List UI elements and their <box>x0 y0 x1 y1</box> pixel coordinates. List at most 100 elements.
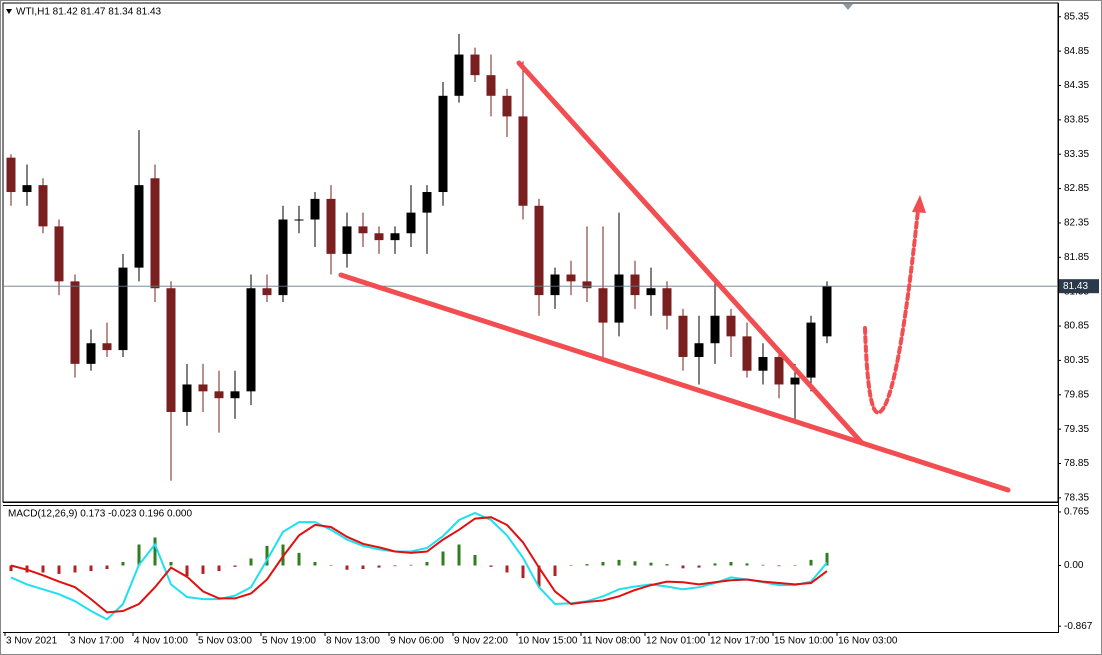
x-tick-label: 10 Nov 15:00 <box>518 636 578 647</box>
arrow-head <box>912 195 926 213</box>
histogram-bar <box>377 565 381 568</box>
candle-body <box>742 336 752 371</box>
candle-body <box>646 288 656 296</box>
x-tick-label: 9 Nov 22:00 <box>454 636 508 647</box>
histogram-bar <box>601 562 605 566</box>
candle-body <box>246 288 256 392</box>
histogram-bar <box>457 544 461 566</box>
price-header: WTI,H1 81.42 81.47 81.34 81.43 <box>16 7 162 18</box>
y-tick-label: 78.85 <box>1064 458 1089 469</box>
annotations <box>338 60 1011 493</box>
histogram-bar <box>233 565 237 567</box>
histogram-bar <box>153 537 157 566</box>
histogram-bar <box>329 565 333 566</box>
candle-body <box>662 288 672 316</box>
candle-body <box>70 281 80 364</box>
candle-body <box>422 192 432 213</box>
candle-body <box>630 274 640 296</box>
candle-body <box>566 274 576 282</box>
y-tick-label: 82.85 <box>1064 183 1089 194</box>
x-tick-label: 15 Nov 10:00 <box>774 636 834 647</box>
candle-body <box>390 233 400 241</box>
histogram-bar <box>297 552 301 566</box>
candle-body <box>230 391 240 399</box>
histogram-bar <box>793 565 797 566</box>
histogram-bar <box>393 565 397 567</box>
menu-arrow[interactable] <box>6 9 12 14</box>
histogram-bar <box>825 552 829 566</box>
candle-body <box>790 377 800 385</box>
candle-body <box>758 356 768 371</box>
y-tick-label: 83.85 <box>1064 114 1089 125</box>
candle-body <box>454 54 464 96</box>
candle-body <box>134 185 144 268</box>
y-tick-label: 0.00 <box>1064 560 1084 571</box>
candle-body <box>326 198 336 254</box>
histogram-bar <box>489 565 493 567</box>
macd-header: MACD(12,26,9) 0.173 -0.023 0.196 0.000 <box>8 509 192 520</box>
trendline <box>516 60 865 446</box>
histogram-bar <box>473 555 477 566</box>
histogram-bar <box>185 565 189 576</box>
candle-body <box>550 274 560 296</box>
last-price-label: 81.43 <box>1063 281 1088 292</box>
candle-body <box>822 286 832 337</box>
candle-body <box>182 384 192 412</box>
histogram-bar <box>569 565 573 566</box>
plot-border <box>2 2 1059 503</box>
candle-body <box>518 116 528 206</box>
candle-body <box>486 75 496 96</box>
candle-body <box>374 233 384 241</box>
candle-body <box>358 226 368 234</box>
x-tick-label: 3 Nov 2021 <box>6 636 58 647</box>
candle-body <box>262 288 272 296</box>
histogram-bar <box>57 565 61 574</box>
histogram-bar <box>617 559 621 566</box>
histogram-bar <box>681 565 685 569</box>
candle-body <box>198 384 208 392</box>
trendline <box>338 272 1011 493</box>
histogram-bar <box>521 565 525 579</box>
candle-body <box>86 343 96 364</box>
candle-body <box>582 281 592 289</box>
candle-body <box>38 185 48 227</box>
candle-body <box>310 198 320 220</box>
x-tick-label: 16 Nov 03:00 <box>838 636 898 647</box>
histogram-bar <box>361 565 365 569</box>
histogram-bar <box>633 561 637 566</box>
histogram-bar <box>761 564 765 566</box>
shift-marker <box>843 4 853 10</box>
candle-body <box>534 205 544 296</box>
y-tick-label: 78.35 <box>1064 493 1089 504</box>
candle-body <box>598 288 608 323</box>
candle-body <box>502 95 512 117</box>
candle-body <box>678 315 688 357</box>
candle-body <box>22 185 32 193</box>
candle-body <box>406 212 416 234</box>
y-tick-label: 79.85 <box>1064 389 1089 400</box>
x-tick-label: 12 Nov 01:00 <box>646 636 706 647</box>
x-tick-label: 11 Nov 08:00 <box>582 636 641 647</box>
histogram-bar <box>73 565 77 573</box>
histogram-bar <box>201 565 205 574</box>
candle-body <box>342 226 352 254</box>
candle-body <box>6 157 16 193</box>
candle-body <box>278 219 288 296</box>
candle-body <box>774 356 784 385</box>
candle-body <box>150 178 160 289</box>
histogram-bar <box>105 565 109 569</box>
histogram-bar <box>809 559 813 566</box>
x-tick-label: 5 Nov 19:00 <box>262 636 316 647</box>
histogram-bar <box>217 565 221 572</box>
histogram-bar <box>729 562 733 566</box>
x-tick-label: 12 Nov 17:00 <box>710 636 770 647</box>
candle-body <box>694 343 704 357</box>
histogram-bar <box>441 551 445 566</box>
y-tick-label: 84.85 <box>1064 46 1089 57</box>
candle-body <box>438 95 448 193</box>
histogram-bar <box>745 563 749 566</box>
candle-body <box>166 288 176 412</box>
candle-body <box>726 315 736 337</box>
